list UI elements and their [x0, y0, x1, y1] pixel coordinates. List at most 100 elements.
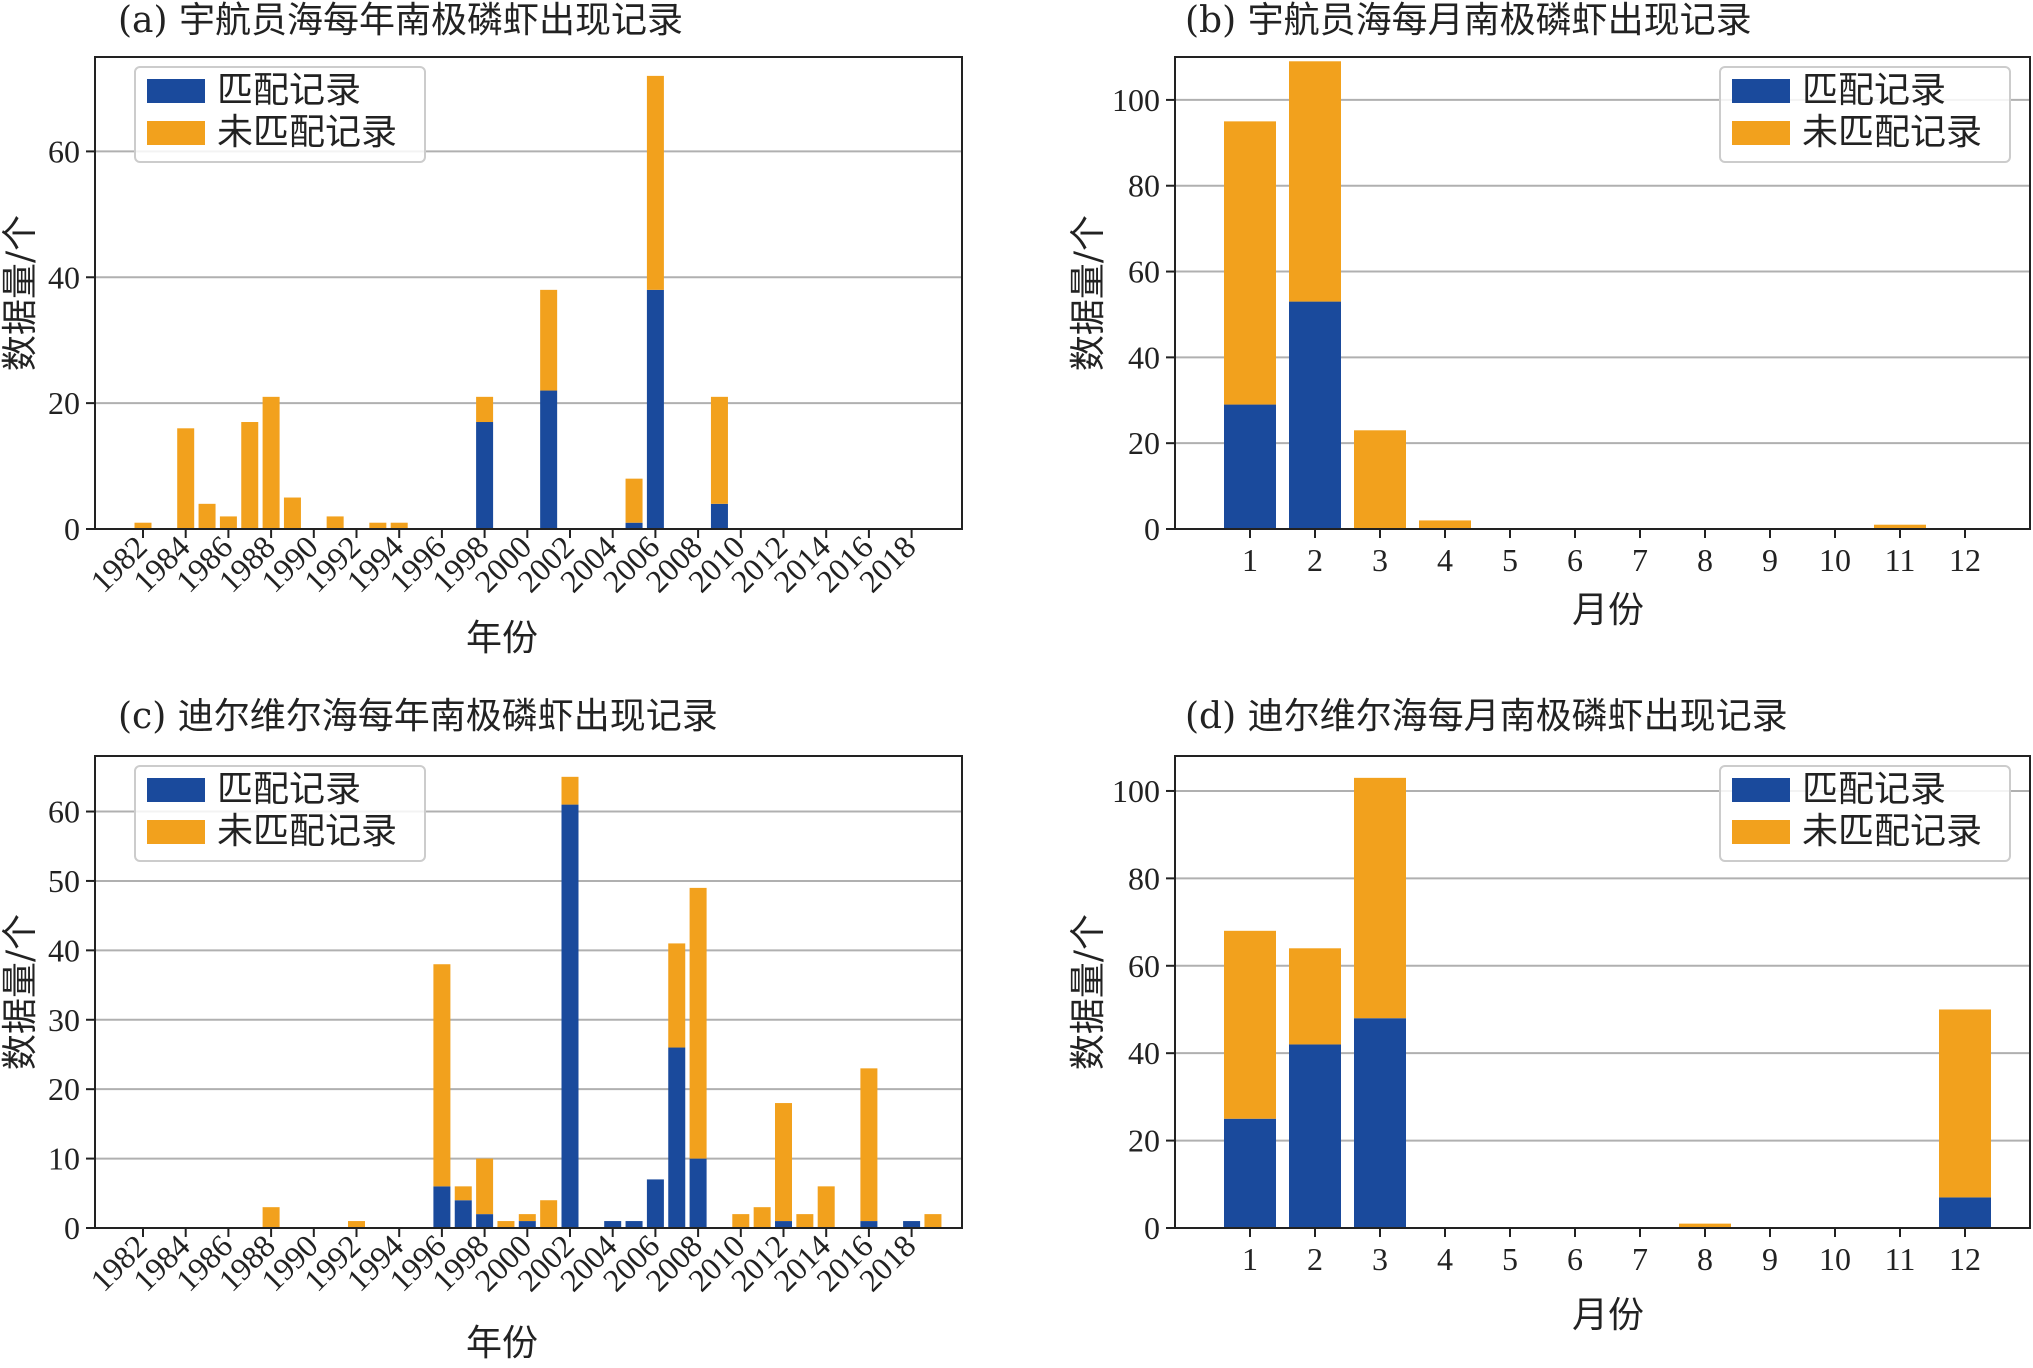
legend-label: 未匹配记录 [1802, 811, 1982, 852]
y-tick-label: 80 [1128, 860, 1160, 896]
y-tick-label: 0 [1144, 511, 1160, 547]
bar-matched-2006 [646, 1179, 664, 1228]
legend-label: 未匹配记录 [217, 811, 397, 852]
x-tick-label: 4 [1437, 542, 1453, 578]
plot-frame [94, 56, 963, 530]
bar-unmatched-2 [1289, 61, 1341, 302]
legend-swatch-matched [1732, 79, 1790, 103]
bar-unmatched-2008 [689, 887, 707, 1159]
legend-swatch-matched [147, 79, 205, 103]
x-axis-label: 月份 [1572, 1295, 1644, 1336]
y-tick-label: 80 [1128, 168, 1160, 204]
x-tick-label: 2 [1307, 1241, 1323, 1277]
x-tick-label: 2 [1307, 542, 1323, 578]
bar-matched-2006 [646, 289, 664, 529]
legend-swatch-unmatched [1732, 121, 1790, 145]
x-tick-label: 12 [1949, 542, 1981, 578]
legend-label: 未匹配记录 [1802, 112, 1982, 153]
y-tick-label: 40 [48, 932, 80, 968]
bar-unmatched-3 [1354, 430, 1406, 529]
bar-unmatched-1 [1224, 121, 1276, 405]
bar-matched-2007 [668, 1047, 686, 1228]
bar-unmatched-2 [1289, 948, 1341, 1045]
legend-box [134, 66, 426, 163]
y-tick-label: 60 [1128, 254, 1160, 290]
bar-unmatched-1991 [326, 516, 344, 529]
panel-title: (d) 迪尔维尔海每月南极磷虾出现记录 [1185, 696, 1788, 737]
bar-unmatched-1987 [241, 422, 259, 529]
x-tick-label: 12 [1949, 1241, 1981, 1277]
bar-matched-2012 [775, 1221, 792, 1228]
x-tick-label: 11 [1885, 1241, 1916, 1277]
y-axis-label: 数据量/个 [0, 914, 41, 1070]
x-tick-label: 1 [1242, 1241, 1258, 1277]
x-tick-label: 10 [1819, 542, 1851, 578]
y-tick-label: 100 [1112, 773, 1160, 809]
panel-c: (c) 迪尔维尔海每年南极磷虾出现记录010203040506019821984… [0, 696, 963, 1364]
bar-matched-1 [1224, 1118, 1276, 1228]
bar-unmatched-1986 [219, 516, 237, 529]
x-tick-label: 7 [1632, 1241, 1648, 1277]
y-tick-label: 20 [1128, 1123, 1160, 1159]
bar-unmatched-2000 [518, 1214, 536, 1222]
bar-unmatched-2001 [540, 1200, 558, 1228]
bar-matched-3 [1354, 1018, 1406, 1228]
plot-frame [94, 755, 963, 1229]
bar-unmatched-12 [1939, 1009, 1991, 1198]
y-axis-label: 数据量/个 [1068, 215, 1109, 371]
bar-unmatched-1993 [369, 522, 387, 529]
bar-matched-12 [1939, 1197, 1991, 1228]
x-tick-label: 10 [1819, 1241, 1851, 1277]
bar-unmatched-1982 [134, 522, 152, 529]
x-axis-label: 年份 [466, 618, 538, 659]
bar-matched-2 [1289, 301, 1341, 529]
bar-matched-2009 [710, 503, 728, 529]
bar-unmatched-2014 [817, 1186, 835, 1228]
legend-box [1719, 66, 2011, 163]
bar-matched-2016 [860, 1221, 878, 1228]
y-tick-label: 20 [48, 1071, 80, 1107]
bar-unmatched-3 [1354, 777, 1406, 1019]
y-tick-label: 0 [1144, 1210, 1160, 1246]
x-axis-label: 年份 [466, 1323, 538, 1364]
legend-label: 匹配记录 [1802, 70, 1946, 111]
legend-box [134, 765, 426, 862]
bar-matched-1997 [454, 1200, 472, 1228]
bar-unmatched-2012 [775, 1103, 792, 1222]
bar-unmatched-1988 [262, 396, 280, 529]
bar-unmatched-1988 [262, 1207, 280, 1228]
y-tick-label: 30 [48, 1002, 80, 1038]
x-tick-label: 5 [1502, 1241, 1518, 1277]
y-tick-label: 20 [48, 385, 80, 421]
x-tick-label: 6 [1567, 1241, 1583, 1277]
bar-unmatched-1997 [454, 1186, 472, 1201]
plot-frame [1174, 755, 2031, 1229]
x-tick-label: 6 [1567, 542, 1583, 578]
panel-title: (c) 迪尔维尔海每年南极磷虾出现记录 [118, 696, 718, 737]
y-tick-label: 20 [1128, 425, 1160, 461]
bar-matched-2004 [604, 1221, 622, 1228]
x-tick-label: 11 [1885, 542, 1916, 578]
bar-unmatched-4 [1419, 520, 1471, 529]
y-tick-label: 100 [1112, 82, 1160, 118]
x-tick-label: 8 [1697, 542, 1713, 578]
bar-unmatched-1998 [476, 1158, 494, 1215]
x-tick-label: 3 [1372, 542, 1388, 578]
bar-unmatched-1992 [348, 1221, 365, 1228]
x-tick-label: 8 [1697, 1241, 1713, 1277]
panel-a: (a) 宇航员海每年南极磷虾出现记录0204060198219841986198… [0, 0, 963, 659]
bar-unmatched-1985 [198, 503, 216, 529]
panel-title: (a) 宇航员海每年南极磷虾出现记录 [118, 0, 683, 41]
bar-matched-2002 [561, 804, 579, 1228]
legend-box [1719, 765, 2011, 862]
bar-unmatched-2009 [710, 396, 728, 504]
x-axis-label: 月份 [1572, 590, 1644, 631]
bar-matched-2008 [689, 1158, 707, 1228]
bar-unmatched-1 [1224, 930, 1276, 1119]
bar-unmatched-1998 [476, 396, 494, 423]
